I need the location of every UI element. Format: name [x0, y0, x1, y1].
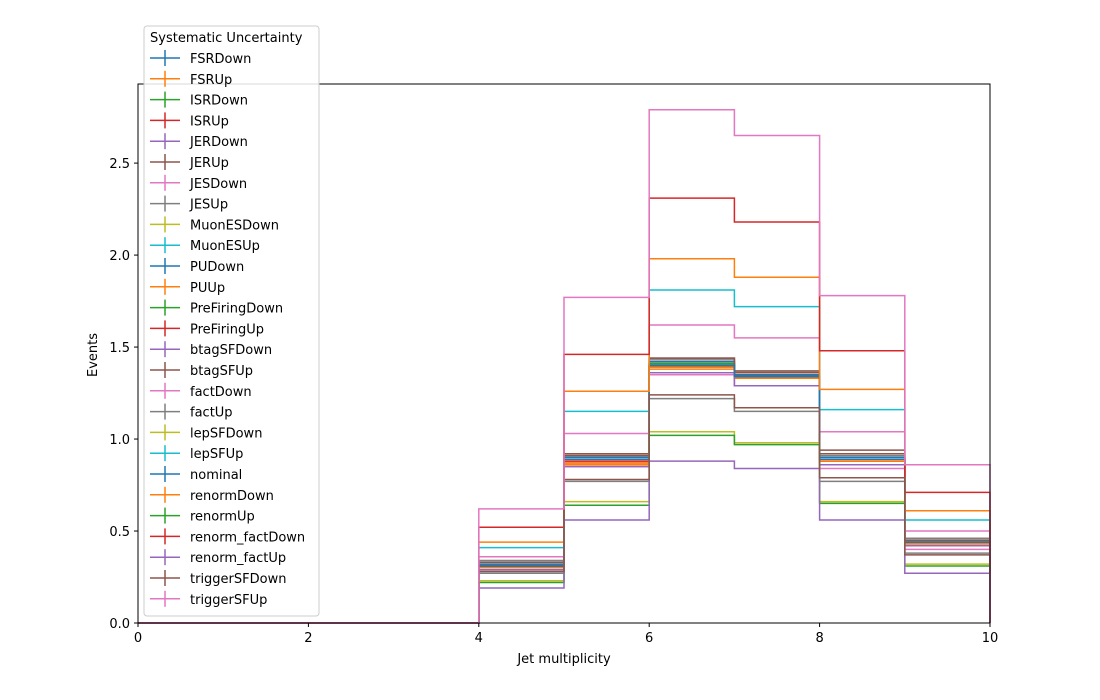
legend-entry-ISRUp: ISRUp — [150, 112, 229, 129]
legend-entry-btagSFDown: btagSFDown — [150, 341, 272, 358]
legend-entry-lepSFDown: lepSFDown — [150, 424, 262, 441]
legend-label: renormUp — [190, 510, 255, 525]
legend-label: triggerSFDown — [190, 572, 286, 587]
legend-entry-renorm_factUp: renorm_factUp — [150, 549, 286, 566]
legend-label: lepSFDown — [190, 426, 262, 441]
plot-frame — [137, 83, 991, 624]
legend-label: JESDown — [189, 177, 247, 192]
legend-entry-nominal: nominal — [150, 466, 242, 483]
legend-entry-triggerSFUp: triggerSFUp — [150, 590, 267, 608]
legend-label: FSRUp — [190, 73, 232, 88]
legend-entry-JERDown: JERDown — [150, 133, 248, 150]
legend-entry-triggerSFDown: triggerSFDown — [150, 570, 286, 587]
legend-label: renormDown — [190, 489, 274, 504]
legend-label: PreFiringDown — [190, 302, 283, 317]
legend-entry-ISRDown: ISRDown — [150, 91, 248, 109]
x-tick-label: 2 — [304, 631, 312, 646]
legend-entry-PreFiringDown: PreFiringDown — [150, 299, 283, 317]
legend: Systematic Uncertainty FSRDown FSRUp ISRDo… — [143, 25, 320, 617]
legend-label: btagSFDown — [190, 343, 272, 358]
y-tick-label: 2.0 — [109, 249, 130, 264]
legend-entry-JESUp: JESUp — [150, 195, 228, 213]
legend-label: renorm_factDown — [190, 530, 305, 545]
x-tick-label: 8 — [815, 631, 823, 646]
legend-label: ISRDown — [190, 94, 248, 109]
legend-label: JERDown — [189, 135, 248, 150]
legend-entry-renormUp: renormUp — [150, 507, 255, 525]
legend-label: factDown — [190, 385, 252, 400]
legend-label: FSRDown — [190, 52, 251, 67]
legend-entry-MuonESUp: MuonESUp — [150, 237, 260, 254]
y-tick-label: 1.0 — [109, 433, 130, 448]
y-axis: 0.0 0.5 1.0 1.5 2.0 2.5 — [109, 157, 138, 632]
legend-title: Systematic Uncertainty — [150, 31, 303, 46]
x-axis: 0 2 4 6 8 10 — [134, 623, 998, 646]
legend-entry-PUDown: PUDown — [150, 258, 244, 275]
legend-label: JESUp — [189, 198, 228, 213]
legend-label: factUp — [190, 406, 233, 421]
legend-entry-FSRUp: FSRUp — [150, 70, 232, 88]
legend-entry-renormDown: renormDown — [150, 486, 274, 504]
y-axis-label: Events — [86, 333, 101, 377]
legend-label: renorm_factUp — [190, 551, 286, 566]
x-axis-label: Jet multiplicity — [516, 652, 611, 667]
legend-entry-factDown: factDown — [150, 382, 252, 400]
y-tick-label: 2.5 — [109, 157, 130, 172]
legend-label: nominal — [190, 468, 242, 483]
legend-label: JERUp — [189, 156, 229, 171]
legend-entry-lepSFUp: lepSFUp — [150, 445, 243, 462]
legend-entry-JERUp: JERUp — [150, 154, 229, 171]
x-tick-label: 6 — [645, 631, 653, 646]
legend-label: btagSFUp — [190, 364, 253, 379]
x-tick-label: 4 — [475, 631, 483, 646]
y-tick-label: 0.0 — [109, 617, 130, 632]
legend-label: MuonESUp — [190, 239, 260, 254]
legend-label: lepSFUp — [190, 447, 243, 462]
legend-entry-renorm_factDown: renorm_factDown — [150, 528, 305, 545]
legend-entry-FSRDown: FSRDown — [150, 50, 251, 67]
legend-label: MuonESDown — [190, 218, 279, 233]
legend-entry-PUUp: PUUp — [150, 278, 225, 296]
legend-label: triggerSFUp — [190, 593, 267, 608]
legend-label: PreFiringUp — [190, 322, 264, 337]
legend-label: PUUp — [190, 281, 225, 296]
legend-box — [143, 25, 320, 617]
legend-entry-btagSFUp: btagSFUp — [150, 362, 253, 379]
y-tick-label: 0.5 — [109, 525, 130, 540]
legend-label: ISRUp — [190, 114, 229, 129]
legend-entry-factUp: factUp — [150, 403, 233, 421]
legend-label: PUDown — [190, 260, 244, 275]
y-tick-label: 1.5 — [109, 341, 130, 356]
legend-entry-PreFiringUp: PreFiringUp — [150, 320, 264, 337]
x-tick-label: 10 — [982, 631, 999, 646]
legend-entry-MuonESDown: MuonESDown — [150, 216, 279, 233]
legend-entry-JESDown: JESDown — [150, 174, 247, 192]
x-tick-label: 0 — [134, 631, 142, 646]
